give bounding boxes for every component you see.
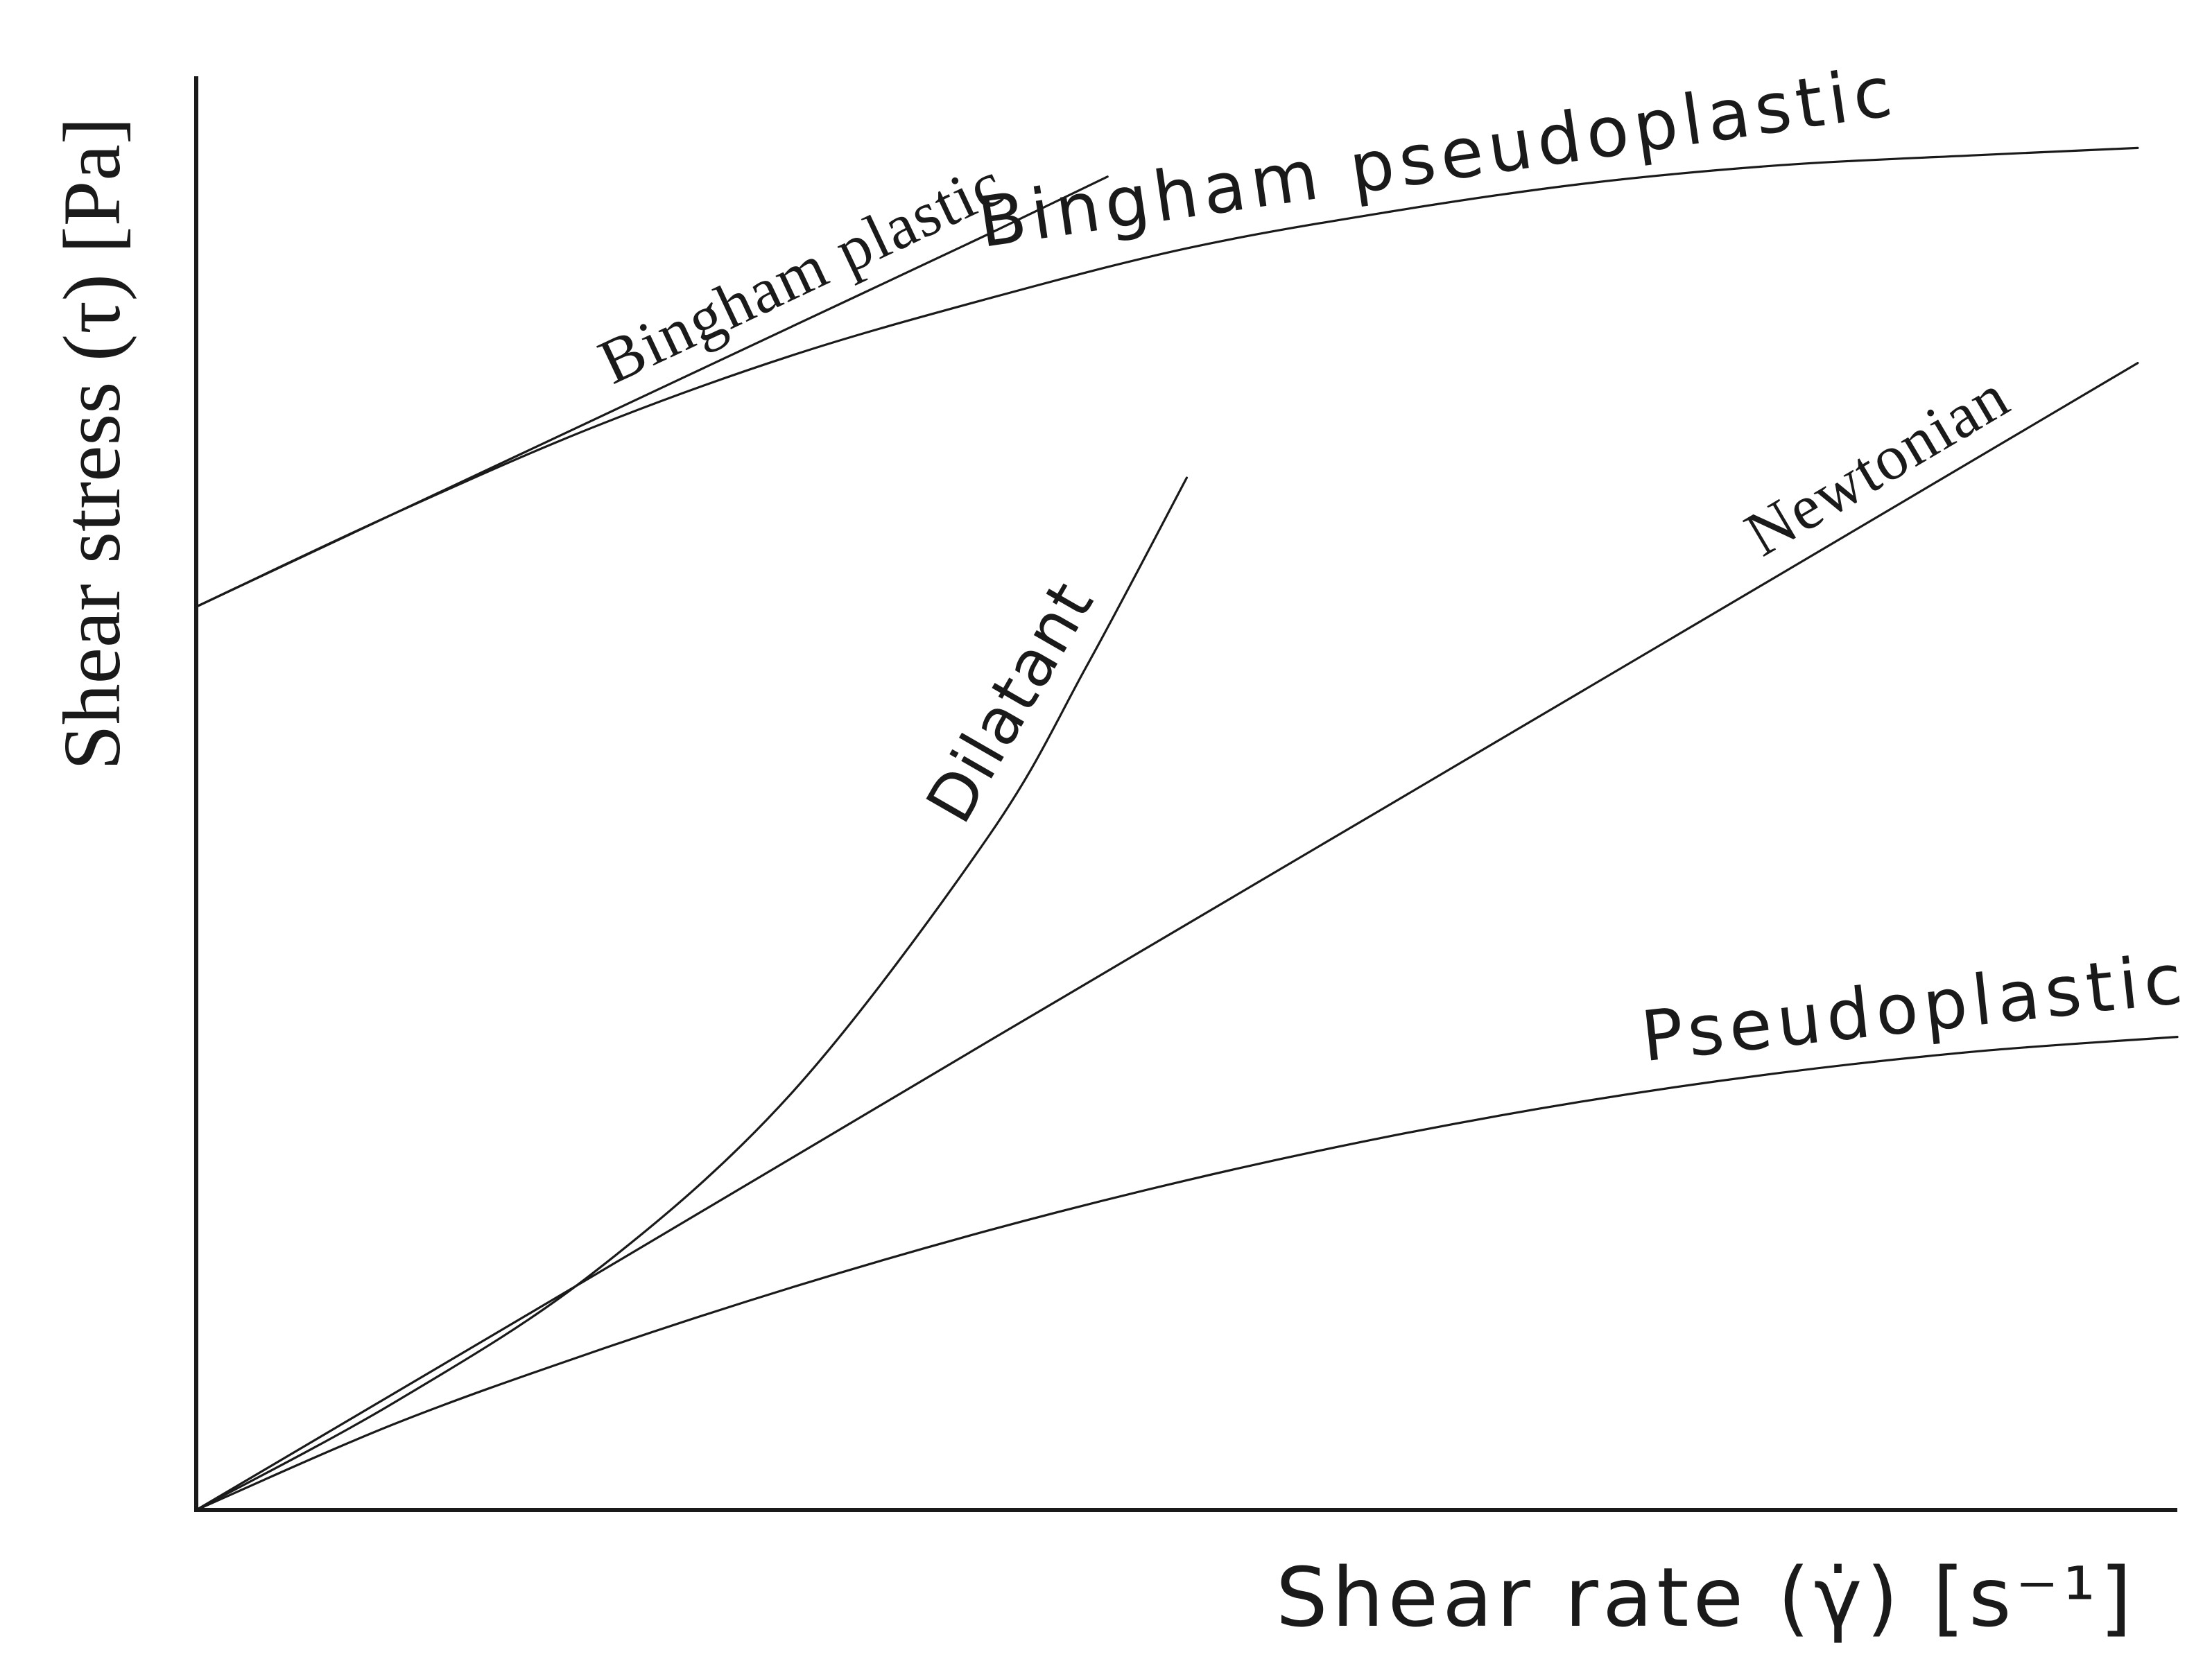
x-axis-label: Shear rate (γ̇) [s⁻¹] [1276,1550,2136,1645]
series-line-bingham-pseudoplastic [195,146,2139,608]
series-label-newtonian: Newtonian [1733,360,2021,569]
series-line-dilatant [195,476,1189,1511]
series-line-pseudoplastic [195,1036,2179,1511]
series-layer [195,146,2179,1511]
series-label-dilatant: Dilatant [913,569,1109,835]
axes-layer [194,76,2177,1512]
series-label-bingham-pseudoplastic: Bingham pseudoplastic [973,51,1902,263]
y-axis-label: Shear stress (τ) [Pa] [46,117,137,770]
series-label-bingham-plastic: Bingham plastic [588,148,1014,398]
series-line-newtonian [195,362,2139,1511]
label-layer: Shear rate (γ̇) [s⁻¹] Shear stress (τ) [P… [46,51,2191,1645]
